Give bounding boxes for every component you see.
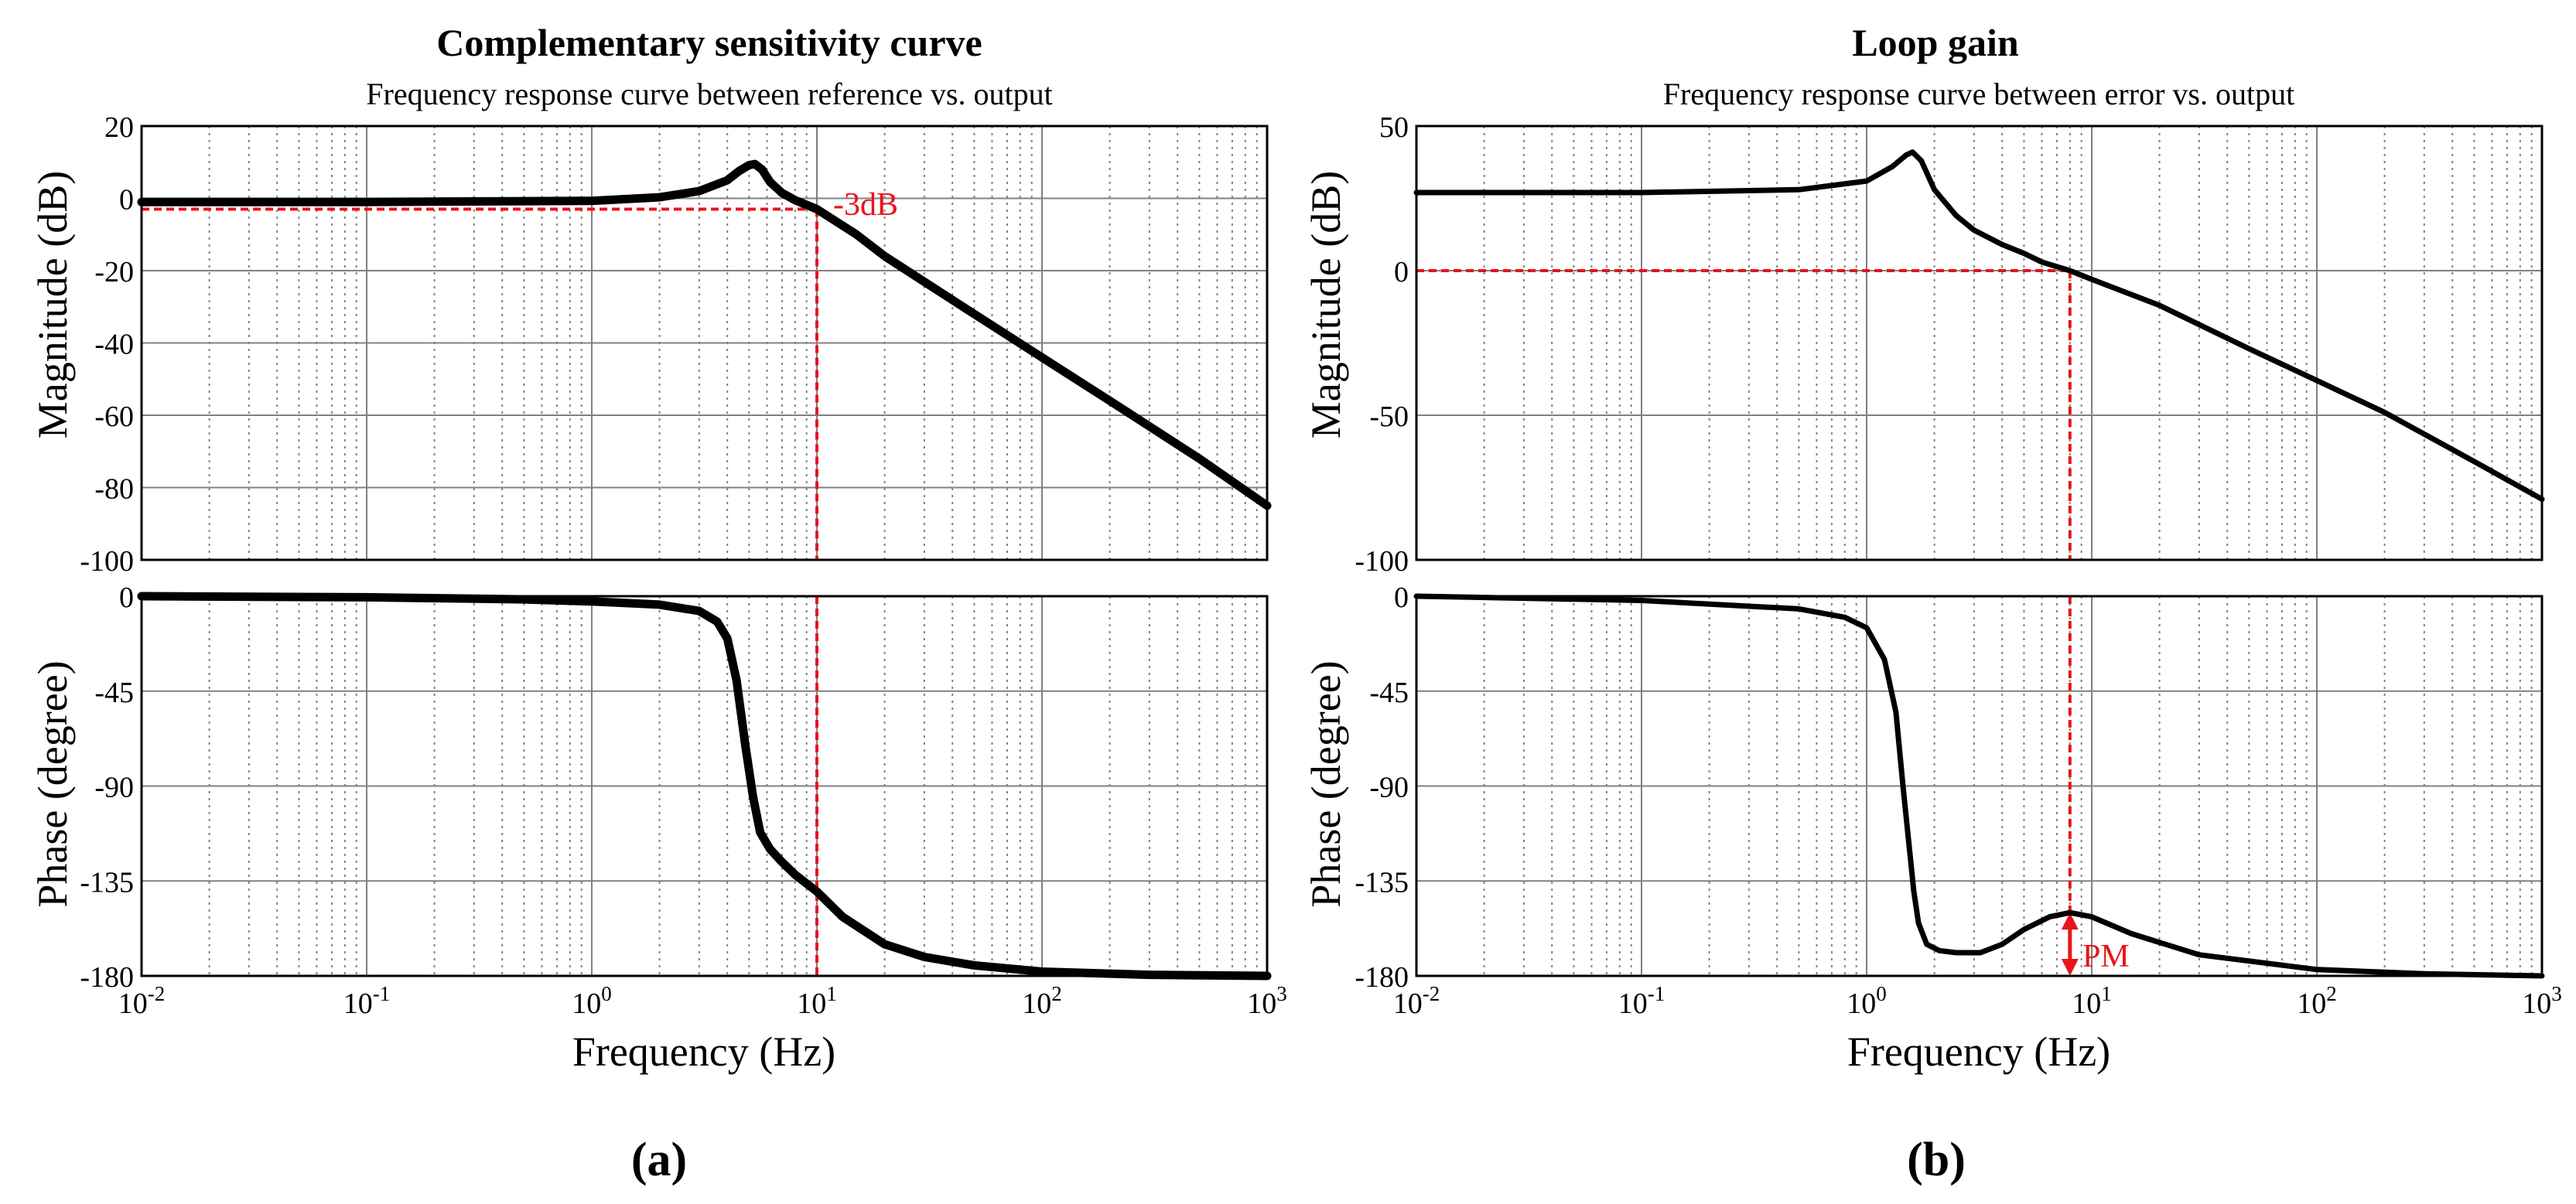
- chart-title: Loop gain: [1852, 21, 2019, 64]
- panel-a: Complementary sensitivity curve Frequenc…: [29, 21, 1287, 1186]
- y-tick-label: -60: [94, 401, 134, 433]
- phase-curve: [137, 592, 1272, 981]
- y-tick-label: -100: [80, 545, 134, 578]
- y-tick-label: -135: [1355, 866, 1409, 899]
- phase-grid: [1416, 596, 2542, 976]
- minus-3db-label: -3dB: [833, 187, 898, 223]
- x-axis-label: Frequency (Hz): [1847, 1028, 2110, 1075]
- x-tick-label: 101: [2072, 982, 2112, 1020]
- y-tick-label: -90: [94, 772, 134, 804]
- panel-label: (b): [1907, 1134, 1966, 1186]
- y-tick-label: 0: [1394, 582, 1409, 614]
- phase-y-tick-labels: 0 -45 -90 -135 -180: [80, 582, 134, 994]
- magnitude-curve: [1413, 149, 2545, 502]
- y-tick-label: 0: [1394, 256, 1409, 288]
- magnitude-y-tick-labels: 20 0 -20 -40 -60 -80 -100: [80, 111, 134, 578]
- magnitude-plot: 20 0 -20 -40 -60 -80 -100 Magnitude (dB) -3dB: [29, 111, 1272, 578]
- phase-margin-arrow-head-up: [2061, 912, 2079, 930]
- x-axis-label: Frequency (Hz): [572, 1028, 835, 1075]
- y-tick-label: -45: [94, 677, 134, 709]
- phase-plot: 0 -45 -90 -135 -180 Phase (degree): [29, 582, 1272, 994]
- magnitude-plot-frame: [140, 124, 1269, 561]
- chart-subtitle: Frequency response curve between referen…: [366, 77, 1052, 111]
- y-tick-label: 0: [119, 582, 134, 614]
- phase-plot-frame: [140, 595, 1269, 977]
- y-tick-label: -180: [80, 961, 134, 994]
- y-tick-label: -45: [1369, 677, 1409, 709]
- magnitude-annotation-lines: [142, 207, 818, 560]
- x-tick-label: 10-1: [1618, 982, 1666, 1020]
- x-tick-label: 102: [2297, 982, 2337, 1020]
- magnitude-axis-label: Magnitude (dB): [1303, 171, 1349, 438]
- chart-title: Complementary sensitivity curve: [436, 21, 982, 64]
- y-tick-label: -135: [80, 866, 134, 899]
- phase-axis-label: Phase (degree): [29, 660, 76, 907]
- x-tick-label: 100: [572, 982, 612, 1020]
- phase-margin-arrow-head-down: [2061, 959, 2079, 976]
- phase-axis-label: Phase (degree): [1303, 660, 1349, 907]
- phase-y-tick-labels: 0 -45 -90 -135 -180: [1355, 582, 1409, 994]
- y-tick-label: -80: [94, 473, 134, 506]
- x-tick-label: 10-1: [343, 982, 391, 1020]
- y-tick-label: 20: [104, 111, 134, 144]
- y-tick-label: 50: [1379, 111, 1409, 144]
- magnitude-plot: 50 0 -50 -100 Magnitude (dB): [1303, 111, 2545, 578]
- magnitude-y-tick-labels: 50 0 -50 -100: [1355, 111, 1409, 578]
- y-tick-label: 0: [119, 184, 134, 217]
- x-tick-label: 10-2: [118, 982, 166, 1020]
- x-tick-labels: 10-2 10-1 100 101 102 103: [118, 982, 1287, 1020]
- magnitude-plot-frame: [1415, 124, 2544, 561]
- x-tick-labels: 10-2 10-1 100 101 102 103: [1393, 982, 2562, 1020]
- x-tick-label: 102: [1022, 982, 1062, 1020]
- x-tick-label: 103: [1247, 982, 1287, 1020]
- phase-margin-label: PM: [2082, 939, 2130, 974]
- y-tick-label: -20: [94, 256, 134, 288]
- y-tick-label: -50: [1369, 401, 1409, 433]
- magnitude-curve: [137, 159, 1272, 510]
- phase-annotation-lines: [2061, 596, 2079, 976]
- phase-curve: [1413, 593, 2545, 979]
- phase-plot: 0 -45 -90 -135 -180 Phase (degree) PM: [1303, 582, 2545, 994]
- y-tick-label: -180: [1355, 961, 1409, 994]
- magnitude-grid: [142, 126, 1267, 560]
- panel-label: (a): [631, 1134, 687, 1186]
- x-tick-label: 100: [1847, 982, 1887, 1020]
- phase-plot-frame: [1415, 595, 2544, 977]
- y-tick-label: -40: [94, 329, 134, 361]
- chart-subtitle: Frequency response curve between error v…: [1663, 77, 2294, 111]
- x-tick-label: 101: [797, 982, 837, 1020]
- panel-b: Loop gain Frequency response curve betwe…: [1303, 21, 2562, 1186]
- x-tick-label: 103: [2522, 982, 2562, 1020]
- x-tick-label: 10-2: [1393, 982, 1440, 1020]
- y-tick-label: -100: [1355, 545, 1409, 578]
- magnitude-annotation-lines: [1416, 269, 2072, 560]
- magnitude-axis-label: Magnitude (dB): [29, 171, 76, 438]
- y-tick-label: -90: [1369, 772, 1409, 804]
